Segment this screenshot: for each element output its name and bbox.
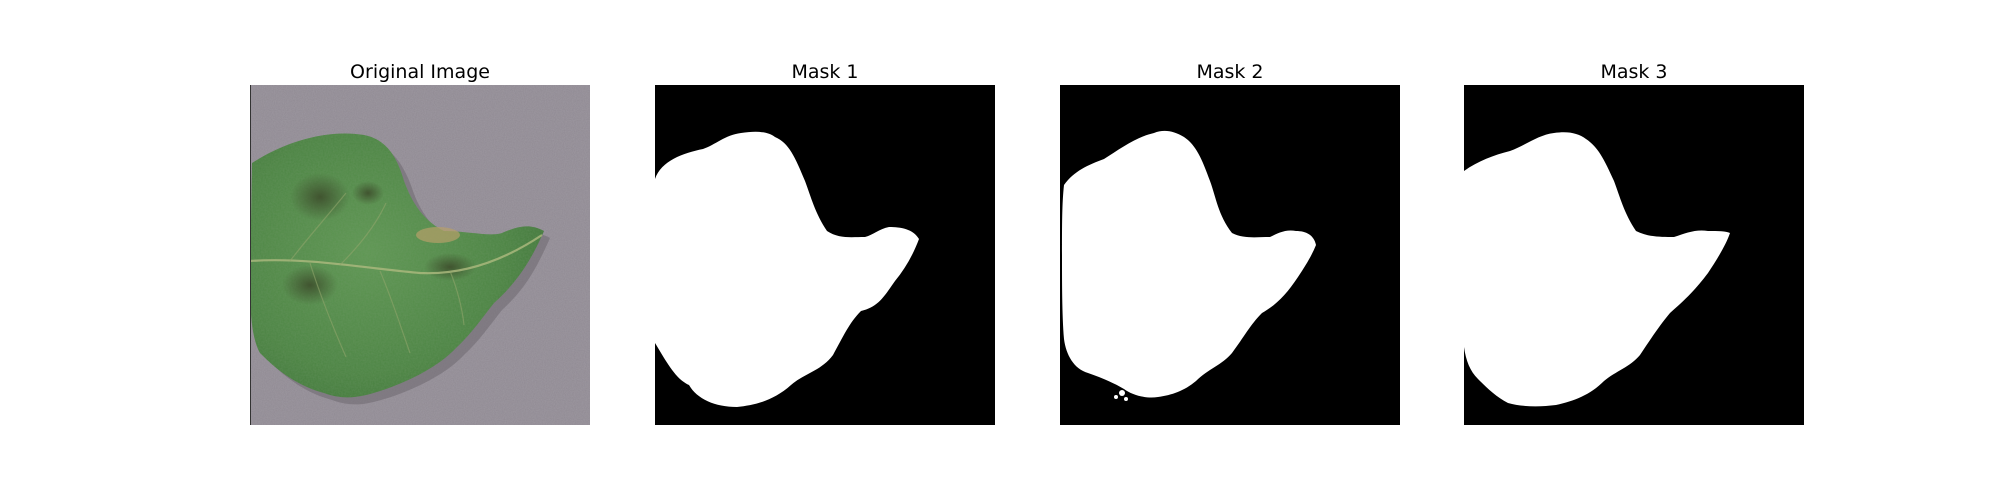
mask-1-region <box>655 131 919 408</box>
original-image <box>250 85 590 425</box>
mask-1-title: Mask 1 <box>791 61 859 83</box>
mask-3-image <box>1464 85 1804 425</box>
mask-2-image <box>1060 85 1400 425</box>
mask-2-title: Mask 2 <box>1196 61 1264 83</box>
mask-3-title: Mask 3 <box>1600 61 1668 83</box>
mask-2-region <box>1062 130 1316 398</box>
original-image-title: Original Image <box>350 61 490 83</box>
mask-3-region <box>1464 132 1730 407</box>
mask-1-image <box>655 85 995 425</box>
